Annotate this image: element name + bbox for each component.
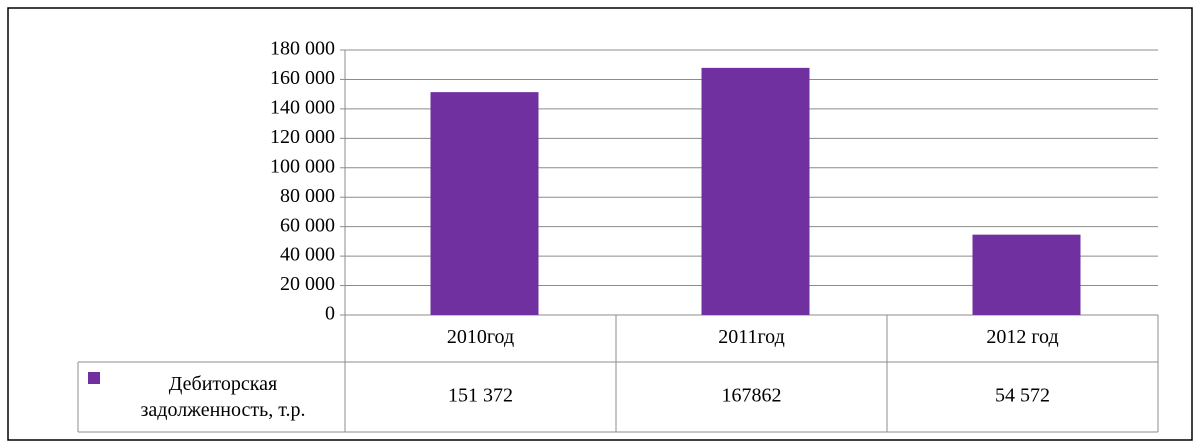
bar [430, 92, 539, 315]
y-tick-label: 80 000 [280, 185, 335, 207]
y-tick-label: 160 000 [270, 67, 335, 89]
y-tick-label: 120 000 [270, 126, 335, 148]
x-tick-label: 2012 год [986, 326, 1058, 348]
y-tick-label: 180 000 [270, 38, 335, 60]
bar [972, 234, 1081, 315]
y-tick-label: 20 000 [280, 273, 335, 295]
y-tick-label: 0 [325, 303, 335, 325]
y-tick-label: 100 000 [270, 155, 335, 177]
data-label: 167862 [722, 385, 782, 407]
chart-border [7, 7, 1193, 441]
x-tick-label: 2010год [447, 326, 514, 348]
data-label: 151 372 [448, 385, 513, 407]
y-tick-label: 60 000 [280, 214, 335, 236]
legend-swatch [88, 372, 100, 384]
bar [701, 67, 810, 315]
y-tick-label: 40 000 [280, 244, 335, 266]
y-tick-label: 140 000 [270, 96, 335, 118]
data-label: 54 572 [995, 385, 1050, 407]
x-tick-label: 2011год [718, 326, 785, 348]
legend-label: Дебиторская задолженность, т.р. [140, 373, 306, 421]
